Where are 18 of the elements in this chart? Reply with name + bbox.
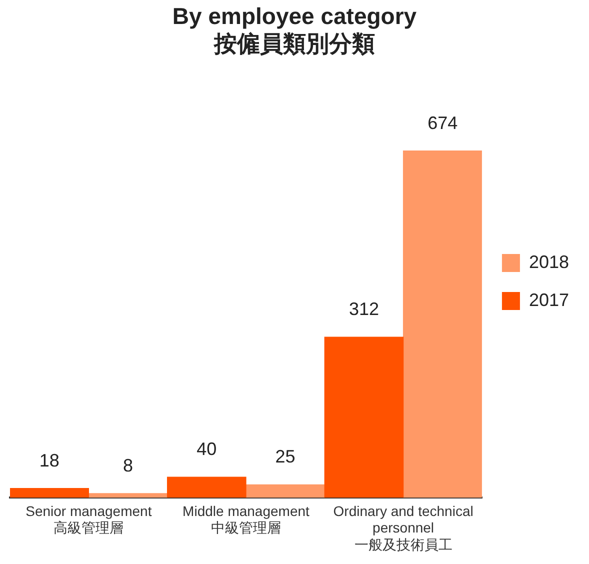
x-tick-label: Middle management 中級管理層 (182, 502, 310, 536)
data-label: 8 (122, 455, 133, 476)
bar (10, 488, 89, 498)
data-label: 40 (196, 438, 217, 459)
bar (402, 150, 482, 498)
data-label: 25 (275, 446, 296, 467)
data-label: 674 (428, 112, 458, 133)
data-label: 18 (39, 450, 60, 470)
bar (166, 476, 246, 498)
data-label: 312 (348, 299, 379, 320)
bar (246, 484, 325, 498)
chart-title: By employee category 按僱員類別分類 (172, 3, 417, 57)
bar (324, 336, 404, 498)
x-tick-label: Ordinary and technical personnel 一般及技術員工 (333, 502, 474, 552)
bar (88, 493, 168, 498)
legend-label: 2017 (528, 290, 570, 310)
legend-label: 2018 (528, 252, 570, 272)
x-tick-label: Senior management 高級管理層 (26, 502, 152, 536)
